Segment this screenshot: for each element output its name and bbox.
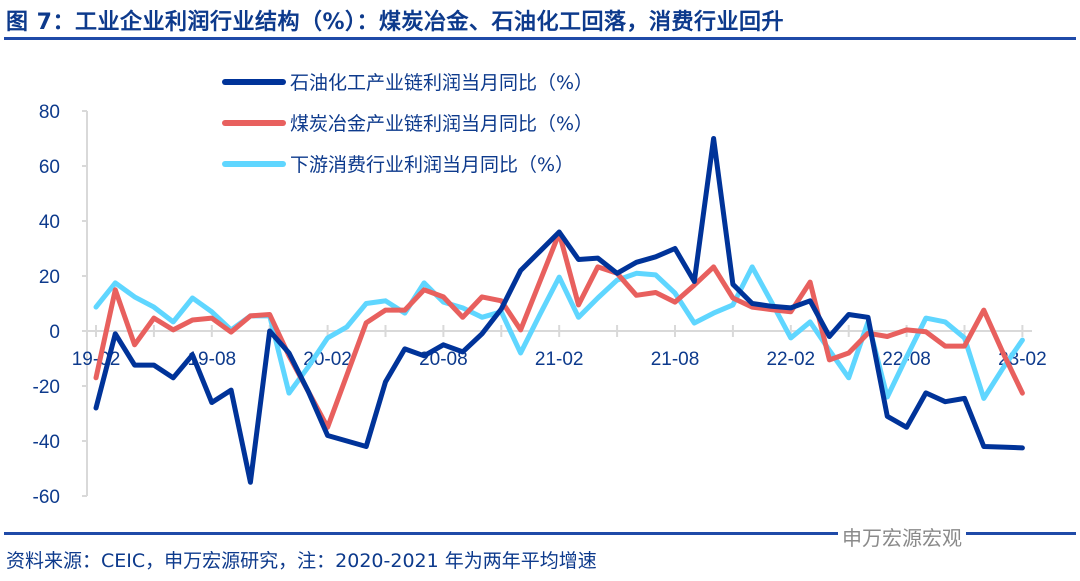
series-line-1 bbox=[93, 136, 1025, 485]
x-tick-label: 21-02 bbox=[535, 349, 584, 370]
series-lines bbox=[93, 136, 1025, 485]
y-tick-label: -60 bbox=[33, 487, 60, 508]
y-tick-label: -20 bbox=[33, 377, 60, 398]
legend-label: 石油化工产业链利润当月同比（%） bbox=[290, 72, 593, 94]
legend-label: 煤炭冶金产业链利润当月同比（%） bbox=[290, 113, 593, 135]
figure-title: 图 7：工业企业利润行业结构（%）：煤炭冶金、石油化工回落，消费行业回升 bbox=[6, 10, 785, 35]
x-tick-label: 21-08 bbox=[651, 349, 700, 370]
legend-label: 下游消费行业利润当月同比（%） bbox=[290, 154, 574, 176]
x-tick-label: 22-02 bbox=[766, 349, 815, 370]
source-note: 资料来源：CEIC，申万宏源研究，注：2020-2021 年为两年平均增速 bbox=[6, 550, 597, 572]
title-rule bbox=[4, 37, 1076, 40]
y-tick-label: 80 bbox=[39, 102, 60, 123]
y-tick-label: -40 bbox=[33, 432, 60, 453]
y-tick-label: 60 bbox=[39, 157, 60, 178]
y-tick-label: 20 bbox=[39, 267, 60, 288]
footer-rule bbox=[4, 532, 1076, 535]
y-tick-label: 40 bbox=[39, 212, 60, 233]
y-tick-label: 0 bbox=[49, 322, 60, 343]
legend: 石油化工产业链利润当月同比（%） 煤炭冶金产业链利润当月同比（%） 下游消费行业利润… bbox=[222, 72, 593, 176]
x-tick-label: 19-08 bbox=[187, 349, 236, 370]
watermark: 申万宏源宏观 bbox=[838, 522, 966, 551]
